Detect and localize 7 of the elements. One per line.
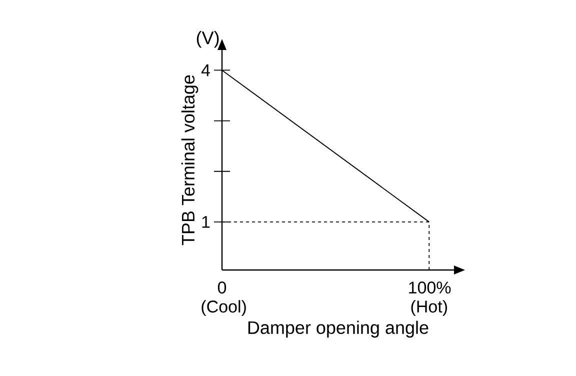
x-axis-title: Damper opening angle <box>248 320 428 338</box>
y-axis-title: TPB Terminal voltage <box>181 75 198 246</box>
x-tick-label: 100% (Hot) <box>409 282 451 316</box>
x-tick-label: 0 (Cool) <box>202 282 246 316</box>
y-tick-label: 4 <box>201 64 210 76</box>
y-tick-label: 1 <box>202 216 210 228</box>
text: (V) <box>196 31 219 48</box>
